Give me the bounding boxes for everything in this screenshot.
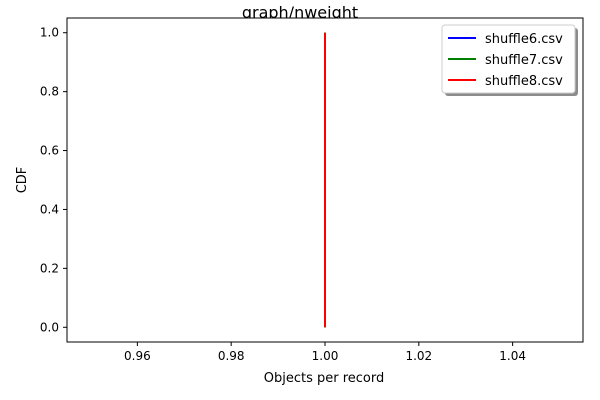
chart-title: graph/nweight — [242, 3, 358, 22]
legend-label: shuffle6.csv — [485, 32, 563, 47]
y-tick-label: 0.2 — [40, 261, 59, 275]
x-axis-title: Objects per record — [264, 371, 385, 386]
legend: shuffle6.csv shuffle7.csv shuffle8.csv — [441, 24, 578, 96]
x-tick-label: 1.00 — [312, 349, 339, 363]
legend-label: shuffle8.csv — [485, 74, 563, 89]
legend-label: shuffle7.csv — [485, 53, 563, 68]
y-tick-label: 0.0 — [40, 320, 59, 334]
y-axis-title: CDF — [15, 167, 30, 194]
y-tick-label: 0.8 — [40, 85, 59, 99]
y-tick-label: 0.6 — [40, 144, 59, 158]
y-tick-label: 1.0 — [40, 26, 59, 40]
x-tick-label: 1.02 — [405, 349, 432, 363]
x-tick-label: 0.96 — [124, 349, 151, 363]
x-tick-label: 1.04 — [499, 349, 526, 363]
legend-box — [441, 24, 576, 94]
y-tick-label: 0.4 — [40, 202, 59, 216]
x-tick-label: 0.98 — [218, 349, 245, 363]
